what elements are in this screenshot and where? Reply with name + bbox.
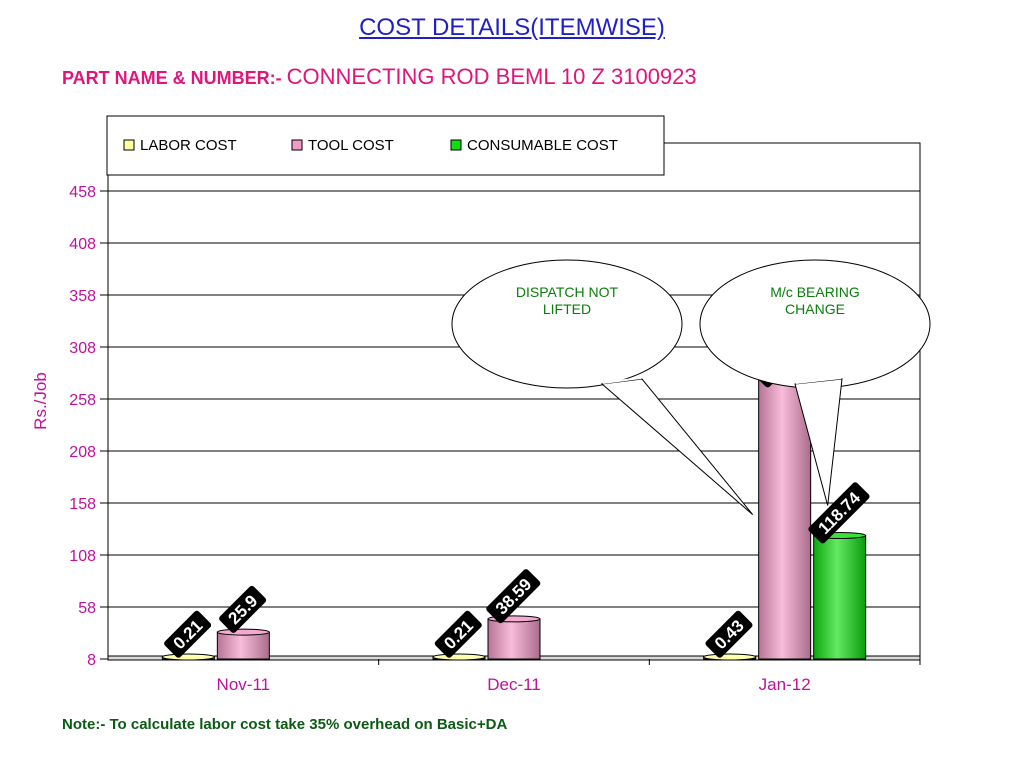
y-tick-label: 8 bbox=[87, 652, 96, 669]
data-label-bg bbox=[164, 610, 212, 658]
bar-body bbox=[813, 535, 867, 660]
y-tick-label: 408 bbox=[69, 236, 96, 253]
footnote: Note:- To calculate labor cost take 35% … bbox=[62, 716, 508, 733]
data-label-bg bbox=[705, 610, 753, 658]
callout-seam bbox=[795, 377, 842, 384]
legend-swatch bbox=[450, 139, 462, 151]
legend-label: CONSUMABLE COST bbox=[467, 137, 618, 154]
x-tick-label: Jan-12 bbox=[759, 675, 811, 694]
x-tick-label: Dec-11 bbox=[487, 675, 541, 694]
bar-top bbox=[432, 653, 486, 661]
y-tick-label: 458 bbox=[69, 184, 96, 201]
legend-swatch bbox=[123, 139, 135, 151]
callout-text: LIFTED bbox=[543, 301, 591, 317]
bar-labor-cost bbox=[161, 653, 215, 661]
bar-body bbox=[487, 618, 541, 660]
legend-label: LABOR COST bbox=[140, 137, 237, 154]
part-name-label: PART NAME & NUMBER:- bbox=[62, 68, 287, 88]
data-label-bg bbox=[434, 610, 482, 658]
callout-seam bbox=[602, 377, 642, 384]
data-label-bg bbox=[808, 482, 870, 544]
bar-tool-cost bbox=[758, 376, 812, 660]
y-tick-label: 108 bbox=[69, 548, 96, 565]
callout-text: CHANGE bbox=[785, 301, 845, 317]
bar-top bbox=[216, 628, 270, 636]
callout-text: M/c BEARING bbox=[770, 284, 859, 300]
page-title: COST DETAILS(ITEMWISE) bbox=[359, 14, 665, 41]
bar-labor-cost bbox=[703, 653, 757, 661]
data-label-bg bbox=[219, 585, 267, 633]
y-tick-label: 208 bbox=[69, 444, 96, 461]
callout-ellipse bbox=[699, 259, 931, 389]
data-label-bg bbox=[486, 569, 541, 624]
callout-text: DISPATCH NOT bbox=[516, 284, 619, 300]
bar-tool-cost bbox=[216, 628, 270, 660]
bar-body bbox=[758, 379, 812, 660]
bar-body bbox=[216, 631, 270, 660]
legend-swatch bbox=[291, 139, 303, 151]
x-tick-label: Nov-11 bbox=[217, 675, 271, 694]
legend-label: TOOL COST bbox=[308, 137, 394, 154]
legend bbox=[106, 115, 665, 176]
y-tick-label: 158 bbox=[69, 496, 96, 513]
bar-tool-cost bbox=[487, 615, 541, 660]
y-tick-label: 258 bbox=[69, 392, 96, 409]
part-name-line: PART NAME & NUMBER:- CONNECTING ROD BEML… bbox=[62, 64, 697, 90]
y-axis-label: Rs./Job bbox=[31, 372, 50, 430]
part-name-value: CONNECTING ROD BEML 10 Z 3100923 bbox=[286, 64, 697, 89]
bar-top bbox=[703, 653, 757, 661]
callout-ellipse bbox=[451, 259, 683, 389]
bar-top bbox=[161, 653, 215, 661]
y-tick-label: 358 bbox=[69, 288, 96, 305]
bar-labor-cost bbox=[432, 653, 486, 661]
bar-consumable-cost bbox=[813, 532, 867, 660]
y-tick-label: 58 bbox=[78, 600, 96, 617]
y-tick-label: 308 bbox=[69, 340, 96, 357]
